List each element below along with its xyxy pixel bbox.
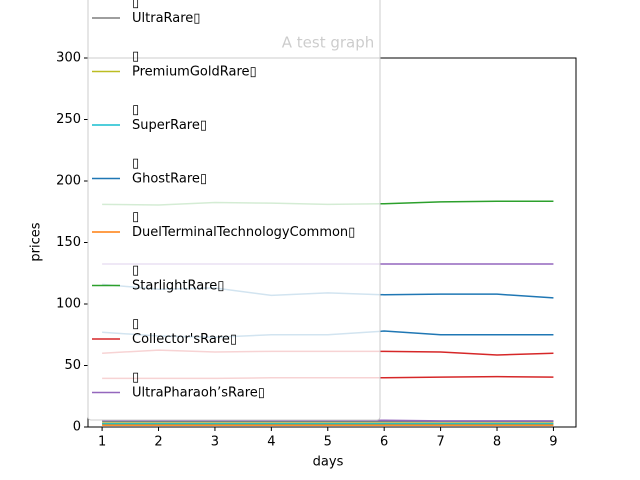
x-tick-label: 3	[211, 435, 219, 450]
y-tick-label: 200	[56, 174, 81, 189]
y-tick-label: 300	[56, 51, 81, 66]
y-axis-label: prices	[29, 222, 44, 261]
legend-label: ▯ UltraPharaoh’sRare▯	[132, 370, 265, 401]
x-tick-label: 7	[436, 435, 444, 450]
legend-label: ▯ UltraRare▯	[132, 0, 200, 26]
x-tick-label: 2	[154, 435, 162, 450]
legend-label: ▯ SuperRare▯	[132, 102, 207, 133]
y-tick-label: 250	[56, 112, 81, 127]
x-tick-label: 4	[267, 435, 275, 450]
legend: ▯ UltraRare▯ ▯ PremiumGoldRare▯ ▯ SuperRare▯ ▯…	[87, 0, 381, 421]
legend-box	[87, 0, 381, 421]
x-axis-label: days	[313, 455, 344, 470]
y-tick-label: 50	[64, 358, 81, 373]
y-tick-label: 150	[56, 235, 81, 250]
y-tick-label: 100	[56, 297, 81, 312]
y-tick-label: 0	[73, 420, 81, 435]
x-tick-label: 8	[493, 435, 501, 450]
x-tick-label: 1	[98, 435, 106, 450]
x-tick-label: 5	[324, 435, 332, 450]
x-tick-label: 9	[549, 435, 557, 450]
legend-label: ▯ Collector'sRare▯	[132, 316, 237, 347]
legend-label: ▯ StarlightRare▯	[132, 263, 224, 294]
legend-label: ▯ PremiumGoldRare▯	[132, 49, 257, 80]
legend-label: ▯ GhostRare▯	[132, 156, 207, 187]
legend-label: ▯ DuelTerminalTechnologyCommon▯	[132, 209, 355, 240]
x-tick-label: 6	[380, 435, 388, 450]
